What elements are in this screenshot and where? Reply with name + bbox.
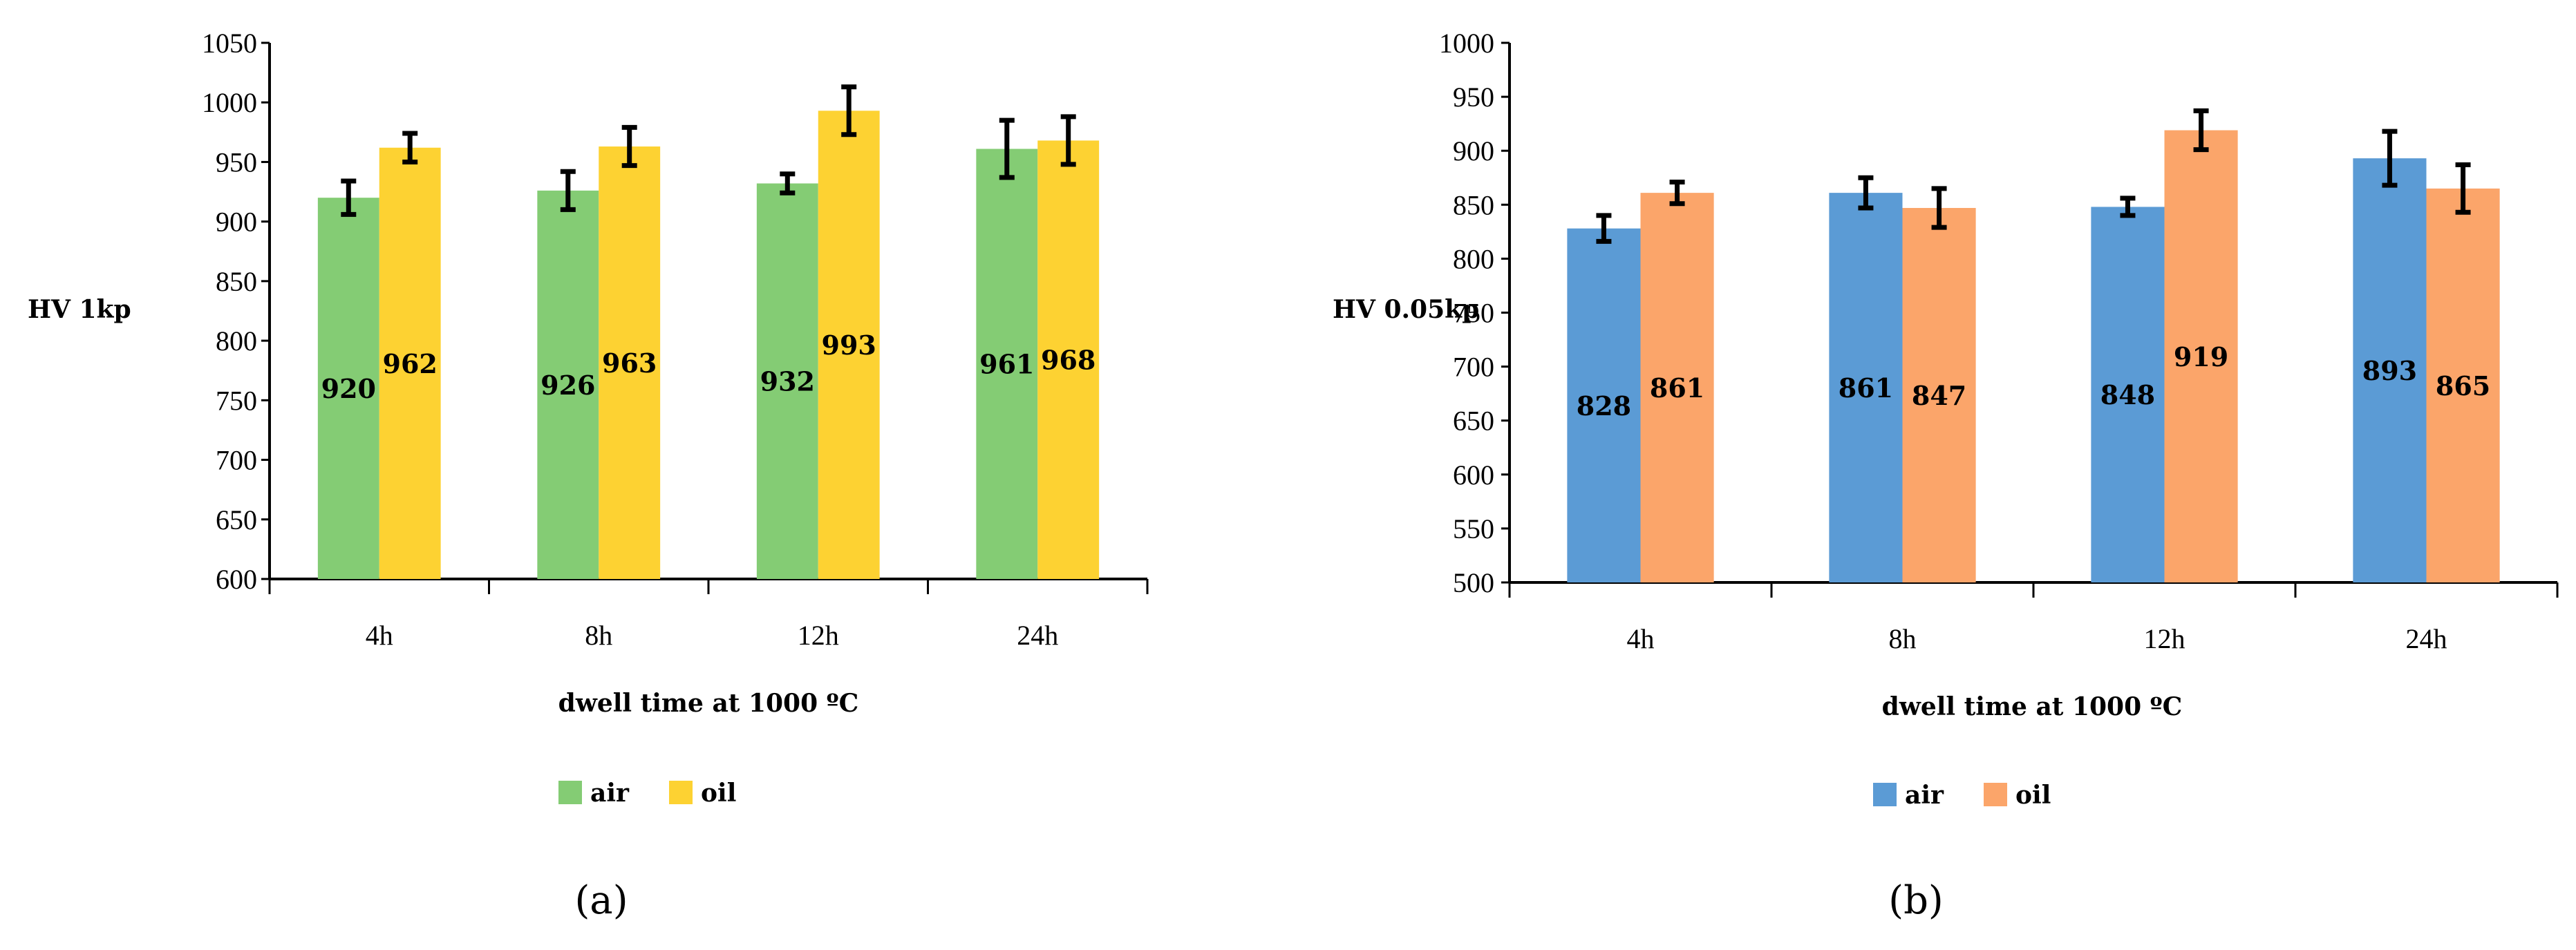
bar-air-12h bbox=[2091, 207, 2165, 582]
data-label-oil: 963 bbox=[602, 348, 657, 379]
bar-oil-8h bbox=[1902, 207, 1976, 583]
legend-label-oil: oil bbox=[2015, 781, 2051, 810]
data-label-oil: 968 bbox=[1041, 345, 1096, 376]
y-tick-label: 900 bbox=[216, 207, 257, 238]
x-tick-label: 24h bbox=[2406, 623, 2447, 654]
data-label-air: 848 bbox=[2100, 379, 2155, 410]
y-tick-label: 700 bbox=[216, 445, 257, 476]
legend-swatch-oil bbox=[1984, 783, 2007, 806]
bar-air-4h bbox=[317, 198, 379, 580]
y-tick-label: 1050 bbox=[202, 28, 257, 59]
y-tick-label: 950 bbox=[1453, 82, 1494, 113]
data-label-air: 961 bbox=[979, 349, 1034, 380]
x-axis-title: dwell time at 1000 ºC bbox=[558, 689, 859, 718]
y-tick-label: 750 bbox=[1453, 298, 1494, 329]
y-tick-label: 600 bbox=[216, 564, 257, 595]
data-label-air: 861 bbox=[1839, 372, 1893, 403]
y-tick-label: 750 bbox=[216, 385, 257, 416]
y-tick-label: 1000 bbox=[202, 87, 257, 118]
x-tick-label: 8h bbox=[1889, 623, 1917, 654]
data-label-air: 932 bbox=[760, 366, 815, 397]
data-label-air: 926 bbox=[540, 370, 595, 401]
panel-label: (b) bbox=[1888, 878, 1944, 923]
x-tick-label: 12h bbox=[798, 620, 839, 651]
x-tick-label: 4h bbox=[366, 620, 393, 651]
x-tick-label: 24h bbox=[1017, 620, 1058, 651]
y-tick-label: 850 bbox=[1453, 189, 1494, 220]
data-label-oil: 861 bbox=[1650, 372, 1704, 403]
bar-oil-4h bbox=[1640, 193, 1714, 582]
data-label-oil: 919 bbox=[2174, 341, 2228, 372]
data-label-air: 828 bbox=[1577, 390, 1631, 421]
x-tick-label: 12h bbox=[2144, 623, 2185, 654]
data-label-oil: 847 bbox=[1912, 380, 1966, 411]
chart-b: 500 550 600 650 700 750 800 850 900 950 1000 4h 8h 12… bbox=[1333, 28, 2559, 923]
bar-oil-24h bbox=[1037, 140, 1100, 580]
y-tick-label: 900 bbox=[1453, 135, 1494, 167]
legend-swatch-oil bbox=[669, 781, 693, 804]
data-label-oil: 993 bbox=[822, 330, 876, 361]
y-axis-title: HV 0.05kp bbox=[1333, 295, 1479, 324]
panel-label: (a) bbox=[574, 878, 628, 923]
bar-air-24h bbox=[976, 149, 1038, 579]
y-tick-label: 600 bbox=[1453, 459, 1494, 491]
bar-air-4h bbox=[1567, 228, 1641, 582]
y-tick-label: 800 bbox=[216, 325, 257, 357]
y-axis-title: HV 1kp bbox=[28, 295, 131, 324]
data-label-oil: 962 bbox=[383, 348, 438, 379]
data-label-air: 920 bbox=[321, 373, 376, 404]
bar-oil-4h bbox=[379, 147, 441, 580]
bar-oil-12h bbox=[818, 111, 880, 579]
y-tick-label: 550 bbox=[1453, 513, 1494, 544]
legend-swatch-air bbox=[558, 781, 582, 804]
bar-air-24h bbox=[2353, 158, 2427, 582]
legend-label-air: air bbox=[1905, 781, 1944, 810]
bar-oil-24h bbox=[2426, 188, 2500, 582]
y-tick-label: 1000 bbox=[1439, 28, 1494, 59]
y-tick-label: 650 bbox=[1453, 406, 1494, 437]
y-tick-label: 650 bbox=[216, 504, 257, 535]
bar-air-8h bbox=[1829, 193, 1903, 582]
data-label-air: 893 bbox=[2362, 355, 2417, 386]
legend-swatch-air bbox=[1873, 783, 1897, 806]
y-tick-label: 700 bbox=[1453, 352, 1494, 383]
x-tick-label: 4h bbox=[1627, 623, 1655, 654]
bar-oil-8h bbox=[599, 146, 661, 579]
y-tick-label: 850 bbox=[216, 266, 257, 297]
bar-air-8h bbox=[537, 190, 599, 579]
y-tick-label: 500 bbox=[1453, 567, 1494, 598]
chart-a: 600 650 700 750 800 850 900 950 1000 1050 4h 8h 12h 2… bbox=[28, 28, 1149, 923]
legend-label-oil: oil bbox=[701, 779, 736, 808]
y-tick-label: 950 bbox=[216, 146, 257, 178]
x-tick-label: 8h bbox=[585, 620, 612, 651]
bar-oil-12h bbox=[2164, 130, 2238, 583]
x-axis-title: dwell time at 1000 ºC bbox=[1882, 692, 2183, 721]
y-tick-label: 800 bbox=[1453, 243, 1494, 274]
data-label-oil: 865 bbox=[2436, 370, 2490, 401]
legend-label-air: air bbox=[590, 779, 630, 808]
bar-air-12h bbox=[756, 183, 818, 579]
